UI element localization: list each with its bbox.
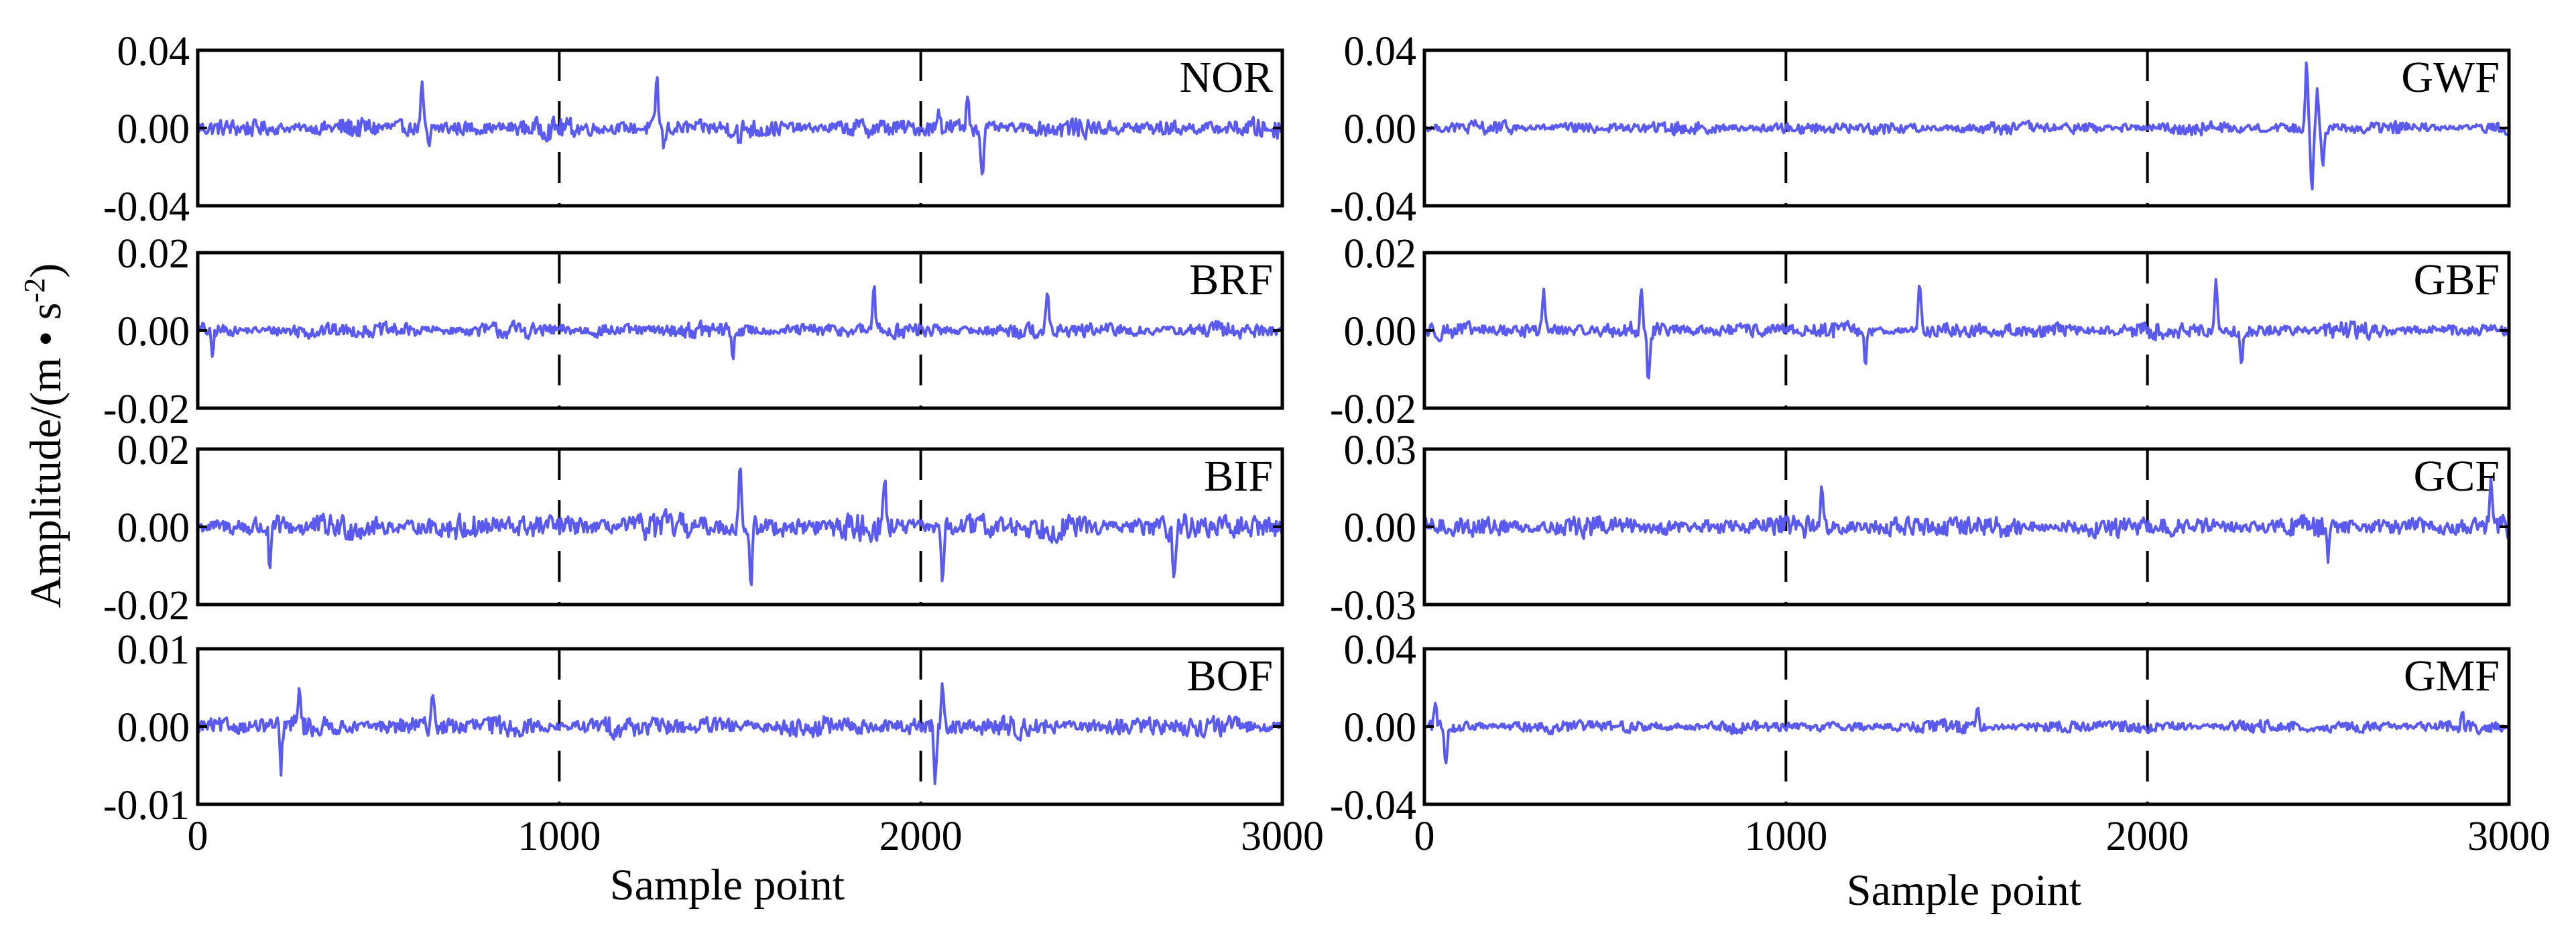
y-tick-label-gcf-2: 0.03: [1344, 428, 1417, 473]
series-line-nor: [196, 76, 1284, 176]
panel-gbf: -0.02 0.00 0.02 GBF: [1330, 231, 2511, 432]
series-line-gmf: [1423, 702, 2510, 765]
x-axis-title-left: Sample point: [610, 861, 845, 910]
x-tick-label-bof-2: 2000: [879, 814, 963, 859]
y-tick-label-gwf-0: -0.04: [1330, 184, 1416, 230]
panel-gcf: -0.03 0.00 0.03 GCF: [1330, 428, 2511, 629]
panel-bif: -0.02 0.00 0.02 BIF: [103, 428, 1284, 629]
y-tick-label-nor-2: 0.04: [117, 29, 190, 74]
x-tick-label-gmf-2: 2000: [2106, 814, 2189, 859]
y-tick-label-bof-1: 0.00: [117, 705, 190, 751]
y-tick-label-bof-0: -0.01: [103, 783, 190, 828]
panel-label-gwf: GWF: [2401, 53, 2500, 102]
y-tick-label-gbf-2: 0.02: [1344, 231, 1417, 277]
y-tick-label-gwf-1: 0.00: [1344, 107, 1417, 152]
panel-brf: -0.02 0.00 0.02 BRF: [103, 231, 1284, 432]
x-tick-label-bof-0: 0: [188, 814, 208, 859]
y-tick-label-gcf-0: -0.03: [1330, 583, 1416, 629]
y-tick-label-gwf-2: 0.04: [1344, 29, 1417, 74]
y-tick-label-nor-1: 0.00: [117, 107, 190, 152]
panel-label-gmf: GMF: [2404, 651, 2500, 700]
y-tick-label-gmf-0: -0.04: [1330, 783, 1416, 828]
x-axis-title-right: Sample point: [1847, 866, 2081, 915]
panel-label-gbf: GBF: [2414, 255, 2500, 304]
y-axis-title: Amplitude/(m • s-2): [18, 263, 70, 608]
series-line-bif: [197, 467, 1284, 586]
panel-label-gcf: GCF: [2414, 452, 2500, 501]
x-tick-label-gmf-0: 0: [1414, 814, 1435, 859]
series-line-bof: [196, 682, 1284, 786]
y-tick-label-gmf-1: 0.00: [1344, 705, 1417, 751]
x-tick-label-bof-1: 1000: [517, 814, 601, 859]
y-tick-label-bif-2: 0.02: [117, 428, 190, 473]
series-line-gcf: [1424, 476, 2510, 564]
y-tick-label-bif-1: 0.00: [117, 505, 190, 551]
panel-gwf: -0.04 0.00 0.04 GWF: [1330, 29, 2511, 230]
y-tick-label-gbf-1: 0.00: [1344, 309, 1417, 355]
x-tick-label-gmf-3: 3000: [2467, 814, 2551, 859]
panel-label-brf: BRF: [1189, 255, 1273, 304]
y-tick-label-bof-2: 0.01: [117, 627, 190, 673]
y-tick-label-gmf-2: 0.04: [1344, 627, 1417, 673]
panel-label-nor: NOR: [1180, 53, 1273, 102]
panel-bof: -0.01 0.00 0.01 0 1000 2000 3000 BOF: [103, 627, 1324, 859]
series-line-gwf: [1423, 61, 2510, 191]
panel-label-bif: BIF: [1204, 452, 1273, 501]
y-tick-label-brf-1: 0.00: [117, 309, 190, 355]
y-tick-label-nor-0: -0.04: [103, 184, 190, 230]
y-tick-label-brf-0: -0.02: [103, 387, 190, 432]
y-tick-label-brf-2: 0.02: [117, 231, 190, 277]
series-line-brf: [196, 285, 1283, 361]
panel-nor: -0.04 0.00 0.04 NOR: [103, 29, 1284, 230]
x-tick-label-bof-3: 3000: [1241, 814, 1324, 859]
series-line-gbf: [1423, 277, 2510, 379]
y-tick-label-gbf-0: -0.02: [1330, 387, 1416, 432]
panels: -0.040.000.04NOR-0.020.000.02BRF-0.020.0…: [103, 29, 2551, 859]
y-tick-label-gcf-1: 0.00: [1344, 505, 1417, 551]
x-tick-label-gmf-1: 1000: [1744, 814, 1827, 859]
panel-gmf: -0.04 0.00 0.04 0 1000 2000 3000 GMF: [1330, 627, 2551, 859]
y-tick-label-bif-0: -0.02: [103, 583, 190, 629]
panel-label-bof: BOF: [1187, 651, 1273, 700]
